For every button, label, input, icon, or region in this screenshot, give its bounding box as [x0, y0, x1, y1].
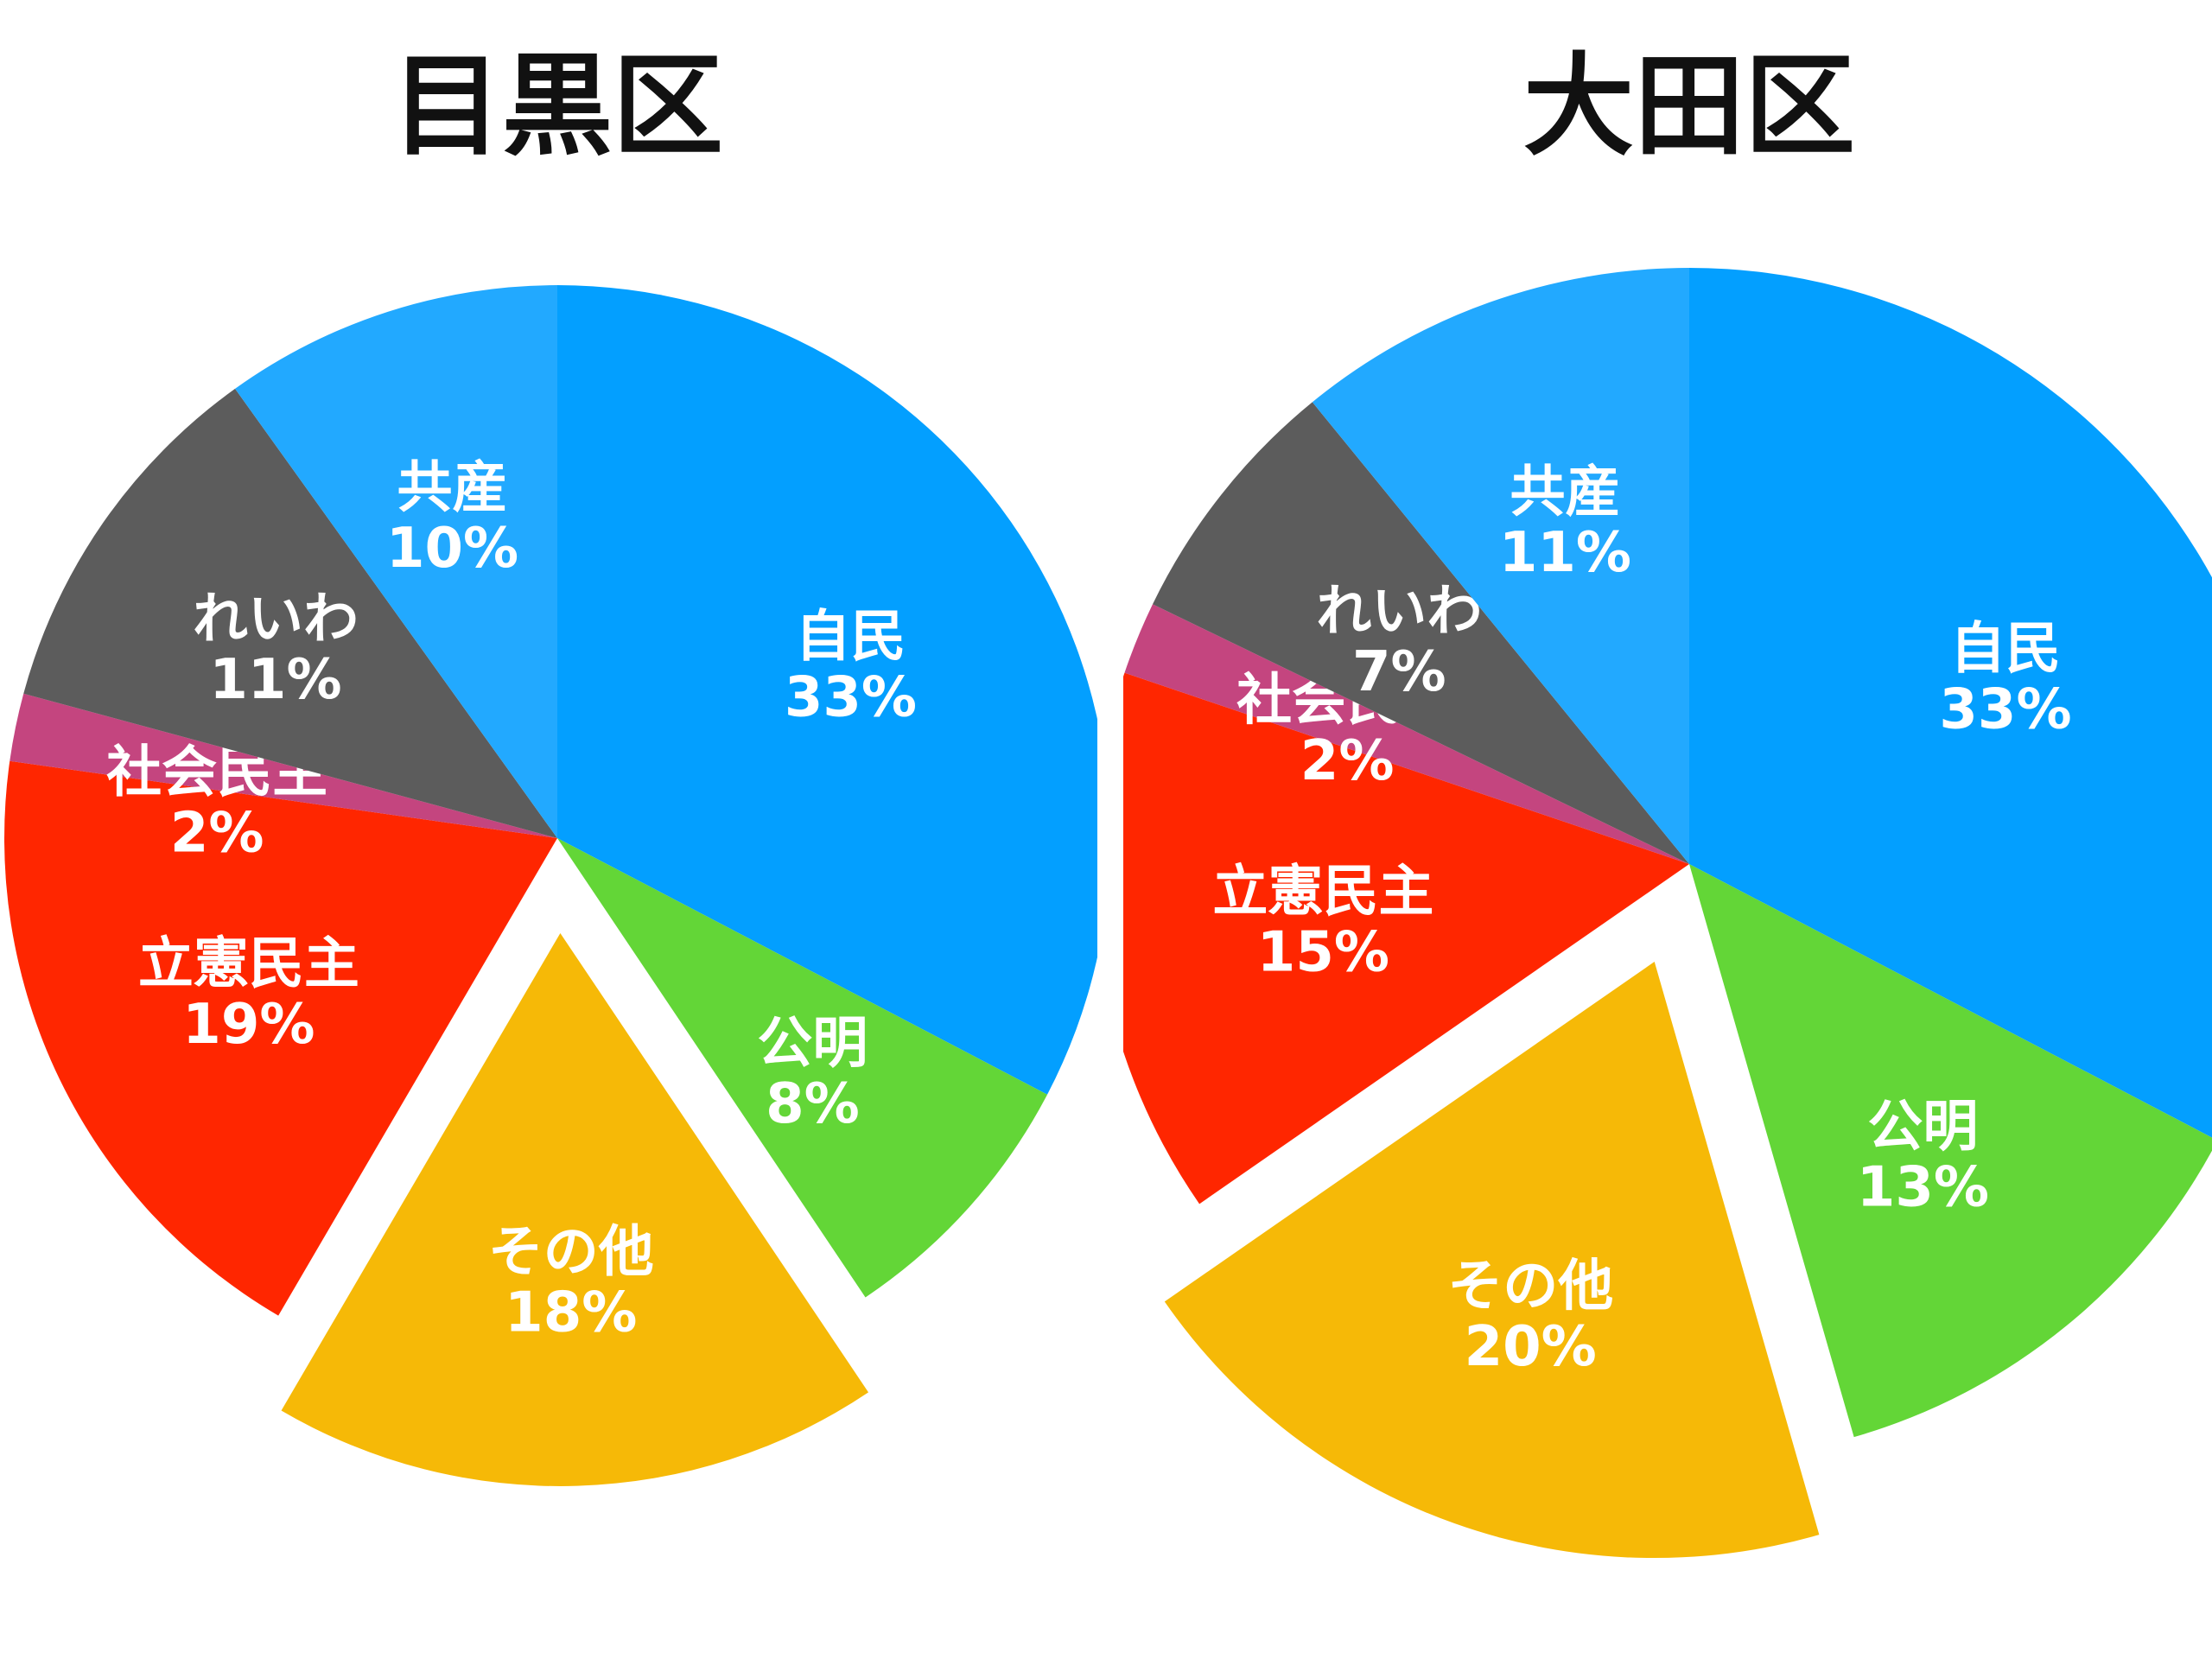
slice-name-label-meguro-komei: 公明 [757, 1012, 868, 1076]
slice-name-label-meguro-reiwa: れいわ [193, 588, 359, 652]
slice-value-label-meguro-reiwa: 11% [209, 648, 341, 712]
slice-name-label-ota-komei: 公明 [1867, 1095, 1978, 1159]
pie-slice-ota-rikken [1123, 672, 1689, 1205]
slice-value-label-ota-shamin: 2% [1300, 729, 1395, 793]
pie-slice-meguro-kyosan [235, 285, 557, 838]
slice-name-label-ota-other: その他 [1447, 1255, 1613, 1319]
slice-value-label-meguro-jimin: 33% [785, 666, 917, 730]
slice-value-label-ota-kyosan: 11% [1499, 521, 1631, 585]
pie-slice-meguro-jimin [557, 285, 1097, 1095]
slice-value-label-meguro-kyosan: 10% [386, 517, 518, 581]
slice-value-label-meguro-komei: 8% [766, 1072, 860, 1136]
pie-slice-ota-kyosan [1312, 268, 1689, 864]
slice-value-label-meguro-rikken: 19% [182, 993, 315, 1057]
slice-name-label-meguro-rikken: 立憲民主 [138, 932, 359, 996]
slice-name-label-ota-reiwa: れいわ [1316, 580, 1482, 644]
chart-title-ota: 大田区 [1522, 42, 1855, 171]
pie-slice-ota-komei [1689, 864, 2212, 1438]
pie-slice-ota-other [1164, 962, 1820, 1559]
slice-value-label-meguro-other: 18% [505, 1281, 637, 1345]
slice-name-label-ota-kyosan: 共産 [1510, 461, 1620, 524]
pie-slice-ota-jimin [1689, 268, 2212, 1138]
slice-name-label-meguro-kyosan: 共産 [397, 456, 508, 520]
slice-value-label-ota-other: 20% [1465, 1315, 1597, 1379]
pie-slice-meguro-reiwa [23, 388, 558, 838]
pie-slice-meguro-shamin [10, 693, 557, 838]
chart-title-meguro: 目黒区 [391, 42, 723, 171]
slice-name-label-ota-jimin: 自民 [1950, 617, 2061, 681]
pie-slice-meguro-komei [557, 838, 1048, 1298]
slice-value-label-ota-rikken: 15% [1257, 921, 1389, 985]
slice-value-label-ota-komei: 13% [1857, 1155, 1989, 1219]
pie-slice-meguro-rikken [3, 760, 558, 1316]
slice-value-label-ota-jimin: 33% [1939, 677, 2071, 741]
pie-slice-meguro-other [281, 932, 869, 1486]
slice-value-label-ota-reiwa: 7% [1352, 640, 1446, 704]
pie-slice-ota-shamin [1124, 604, 1689, 864]
slice-value-label-meguro-shamin: 2% [170, 802, 264, 866]
slice-name-label-meguro-jimin: 自民 [795, 606, 906, 670]
pie-slice-ota-reiwa [1152, 402, 1689, 864]
slice-name-label-meguro-other: その他 [488, 1221, 654, 1285]
slice-name-label-ota-rikken: 立憲民主 [1212, 861, 1433, 925]
